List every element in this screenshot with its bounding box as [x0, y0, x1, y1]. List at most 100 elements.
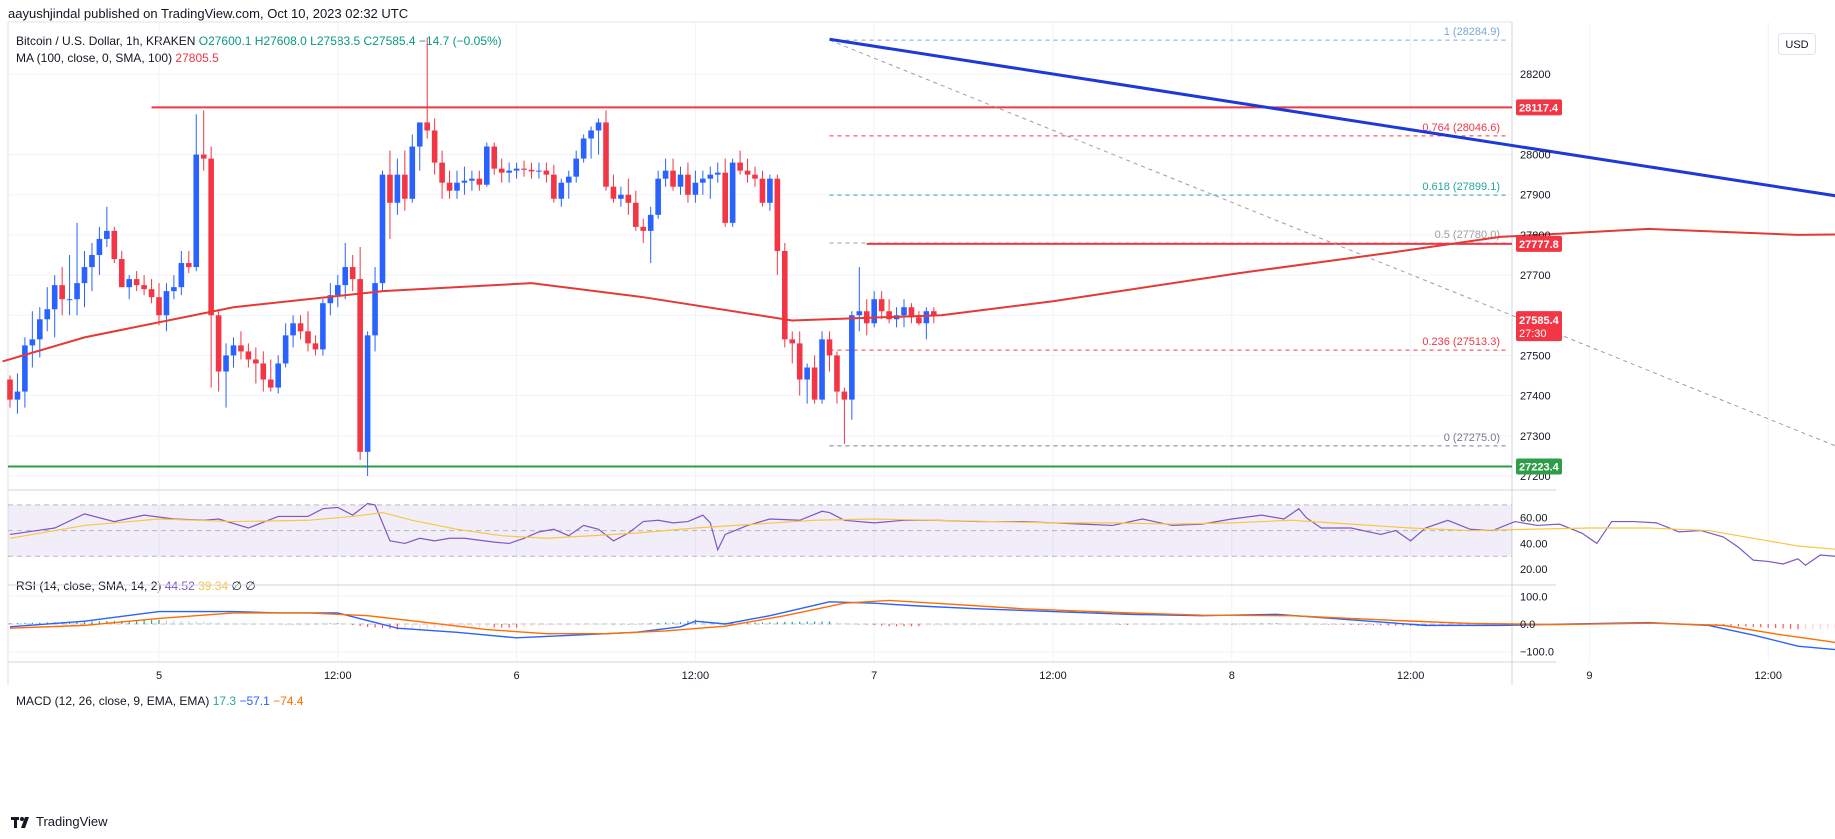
candle-body — [327, 295, 334, 304]
candle — [782, 242, 788, 348]
macd-hist-bar — [583, 624, 585, 625]
candle — [923, 307, 930, 340]
candle — [431, 118, 438, 175]
candle-body — [22, 345, 28, 392]
rsi-legend: RSI (14, close, SMA, 14, 2) 44.52 39.34 … — [16, 579, 256, 593]
price-badge-label: 27777.8 — [1519, 239, 1559, 251]
macd-y-tick: −100.0 — [1520, 647, 1554, 659]
candle — [305, 311, 311, 352]
candle — [603, 110, 609, 191]
currency-button[interactable]: USD — [1778, 33, 1816, 55]
candle-body — [81, 267, 88, 284]
candle-body — [580, 138, 587, 159]
candle-body — [230, 345, 237, 356]
macd-hist-bar — [359, 624, 361, 626]
macd-hist-bar — [866, 624, 868, 625]
overlays — [2, 37, 1835, 651]
candle-body — [59, 285, 65, 300]
grid-lines — [8, 22, 1769, 662]
x-tick-label: 8 — [1229, 670, 1235, 682]
candle — [573, 150, 579, 183]
macd-hist-bar — [1126, 624, 1129, 625]
rsi-legend-label[interactable]: RSI (14, close, SMA, 14, 2) — [16, 579, 162, 593]
rsi-value: 44.52 — [164, 579, 195, 593]
candle — [51, 275, 58, 338]
x-tick-label: 12:00 — [1039, 670, 1067, 682]
candle-body — [804, 367, 810, 380]
macd-hist-bar — [1231, 623, 1233, 625]
candle-body — [700, 178, 706, 183]
candle-body — [215, 315, 222, 372]
candle — [819, 331, 825, 404]
candle — [59, 267, 65, 316]
candle-body — [506, 170, 512, 173]
candle-body — [595, 122, 602, 131]
footer-brand[interactable]: TradingView — [36, 814, 108, 829]
candle-body — [662, 170, 669, 179]
candle-body — [759, 178, 766, 203]
macd-hist-bar — [597, 624, 600, 625]
candle-body — [305, 331, 311, 344]
macd-hist-bar — [1484, 624, 1486, 626]
candle-body — [29, 339, 36, 346]
macd-hist-bar — [1387, 624, 1389, 626]
candle-body — [223, 355, 229, 372]
macd-hist-bar — [448, 624, 451, 628]
macd-hist-bar — [955, 624, 957, 626]
candle-body — [513, 168, 520, 171]
candle — [290, 315, 296, 348]
y-tick-label: 27400 — [1520, 391, 1551, 403]
macd-hist-bar — [985, 624, 987, 626]
macd-hist-bar — [486, 624, 488, 628]
macd-hist-bar — [1804, 624, 1807, 630]
candle — [141, 275, 147, 296]
candle-body — [178, 263, 185, 288]
candle — [677, 166, 684, 195]
macd-hist-bar — [1030, 624, 1032, 625]
candle-body — [819, 339, 825, 400]
candle — [558, 178, 565, 207]
tradingview-logo-icon[interactable] — [10, 815, 32, 829]
macd-hist-bar — [642, 623, 644, 625]
rsi-extra: ∅ ∅ — [231, 579, 256, 593]
candle-body — [476, 178, 483, 185]
candle — [625, 178, 632, 215]
macd-hist-bar — [299, 624, 302, 625]
macd-hist-bar — [1402, 624, 1404, 626]
candle-body — [871, 299, 877, 324]
candle — [379, 170, 386, 292]
fib-level-label: 0.764 (28046.6) — [1422, 122, 1500, 134]
candle — [402, 150, 408, 211]
candle-body — [722, 172, 728, 223]
macd-hist-bar — [1335, 624, 1337, 625]
macd-legend-label[interactable]: MACD (12, 26, close, 9, EMA, EMA) — [16, 694, 210, 708]
candle-body — [297, 323, 304, 332]
candle-body — [714, 172, 721, 175]
legend-symbol[interactable]: Bitcoin / U.S. Dollar, 1h, KRAKEN — [16, 34, 196, 48]
macd-hist-bar — [83, 621, 86, 624]
candle-body — [349, 267, 356, 280]
macd-hist-bar — [1112, 624, 1114, 625]
candle-body — [498, 168, 505, 173]
candle-body — [260, 363, 267, 380]
macd-hist-bar — [1469, 624, 1471, 626]
price-badge — [1516, 235, 1562, 252]
macd-hist-bar — [873, 624, 875, 626]
candle — [74, 222, 80, 316]
signal-line — [9, 599, 1835, 644]
macd-hist-bar — [1372, 624, 1374, 626]
macd-hist-bar — [232, 623, 235, 624]
macd-hist-bar — [530, 624, 533, 627]
fib-level-label: 1 (28284.9) — [1444, 26, 1500, 38]
macd-hist-bar — [1000, 624, 1002, 626]
candle-body — [841, 391, 848, 400]
candle-body — [558, 182, 565, 199]
macd-hist-bar — [270, 623, 272, 625]
x-tick-label: 12:00 — [682, 670, 710, 682]
macd-hist-bar — [337, 623, 339, 624]
legend-ma-label[interactable]: MA (100, close, 0, SMA, 100) — [16, 51, 173, 65]
macd-hist-bar — [1290, 623, 1292, 625]
candle-body — [126, 279, 132, 288]
legend-symbol-row: Bitcoin / U.S. Dollar, 1h, KRAKEN O27600… — [16, 33, 502, 50]
